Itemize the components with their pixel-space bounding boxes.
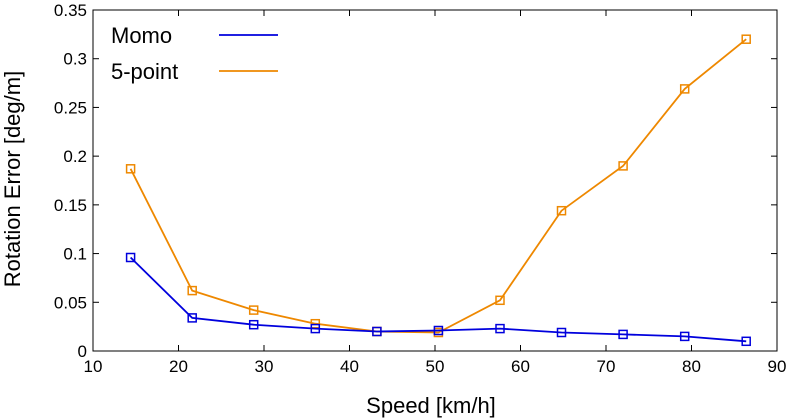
y-tick-label: 0.3	[63, 50, 87, 69]
data-point-0-1	[187, 313, 197, 323]
legend: Momo 5-point	[111, 23, 278, 84]
x-tick-label: 50	[426, 357, 445, 376]
data-point-1-7	[556, 205, 567, 216]
y-tick-label: 0.1	[63, 245, 87, 264]
data-point-1-6	[495, 295, 505, 306]
series-line-0	[129, 256, 747, 343]
data-point-0-6	[495, 323, 505, 334]
data-point-0-8	[618, 329, 628, 340]
data-point-1-10	[741, 34, 751, 44]
y-tick-label: 0.35	[54, 1, 87, 20]
x-axis-label: Speed [km/h]	[366, 393, 496, 418]
x-tick-label: 20	[169, 357, 188, 376]
y-tick-label: 0.15	[54, 196, 87, 215]
y-tick-label: 0.25	[54, 98, 87, 117]
x-tick-label: 70	[597, 357, 616, 376]
y-tick-label: 0	[78, 342, 87, 361]
y-tick-label: 0.2	[63, 147, 87, 166]
data-point-0-4	[372, 326, 382, 337]
legend-entry-label-1: 5-point	[111, 59, 178, 84]
x-tick-label: 60	[511, 357, 530, 376]
x-tick-label: 10	[84, 357, 103, 376]
data-point-1-2	[248, 305, 259, 315]
data-point-0-0	[125, 252, 136, 263]
data-point-0-2	[248, 319, 259, 330]
plot-frame	[92, 9, 778, 352]
data-point-0-9	[679, 331, 690, 342]
data-point-0-3	[310, 323, 321, 334]
series-line-1	[129, 38, 747, 334]
data-point-1-8	[618, 161, 628, 171]
x-tick-label: 40	[340, 357, 359, 376]
data-point-0-10	[741, 336, 751, 347]
data-point-1-9	[679, 84, 690, 94]
plot-marks	[125, 34, 751, 347]
data-point-1-1	[187, 285, 197, 296]
axes: 10 20 30 40 50 60 70 80 90 0 0.05 0.1 0.15 0.2 0.25 0.3…	[54, 1, 787, 376]
y-tick-label: 0.05	[54, 293, 87, 312]
legend-entry-label-0: Momo	[111, 23, 172, 48]
data-point-0-7	[556, 327, 567, 338]
x-tick-label: 80	[682, 357, 701, 376]
x-tick-label: 30	[255, 357, 274, 376]
x-tick-label: 90	[768, 357, 787, 376]
data-point-1-0	[125, 164, 136, 174]
data-point-0-5	[433, 325, 444, 336]
y-axis-label: Rotation Error [deg/m]	[0, 71, 25, 287]
